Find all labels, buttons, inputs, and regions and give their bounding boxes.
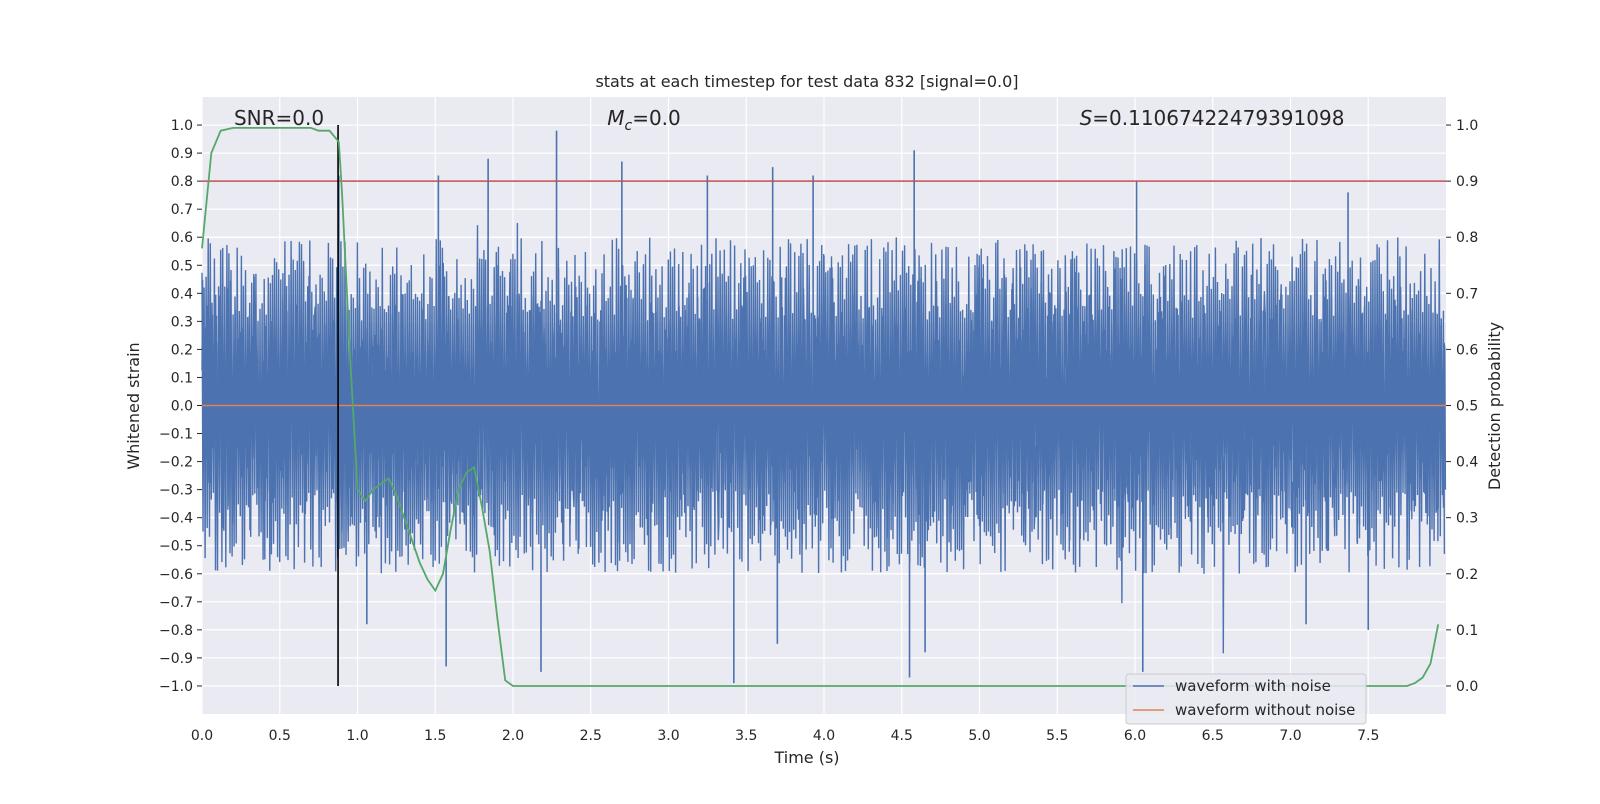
left-y-tick-label: −0.5: [159, 539, 193, 555]
chirp-mass-value: =0.0: [632, 106, 681, 130]
x-tick-label: 6.5: [1202, 728, 1224, 744]
chirp-mass-subscript: c: [624, 118, 632, 134]
waveform-with-noise-dense: [201, 237, 1446, 574]
legend-label-waveform-with-noise: waveform with noise: [1175, 677, 1331, 695]
series-layer: [201, 125, 1446, 687]
x-tick-label: 3.5: [735, 728, 757, 744]
left-y-tick-label: 0.8: [171, 174, 193, 190]
x-tick-label: 0.0: [191, 728, 213, 744]
annotation-chirp-mass: Mc=0.0: [607, 106, 681, 134]
legend-label-waveform-without-noise: waveform without noise: [1175, 701, 1355, 719]
right-y-tick-label: 0.8: [1456, 230, 1478, 246]
left-y-tick-label: 0.1: [171, 370, 193, 386]
chart-title: stats at each timestep for test data 832…: [595, 72, 1018, 91]
x-tick-label: 2.0: [502, 728, 524, 744]
right-y-axis-ticks: 1.0 0.9 0.8 0.7 0.6 0.5 0.4 0.3 0.2 0.1 0.0: [1446, 118, 1478, 695]
right-y-tick-label: 1.0: [1456, 118, 1478, 134]
x-tick-label: 1.0: [346, 728, 368, 744]
waveform-with-noise: [201, 130, 1447, 684]
chirp-mass-symbol: M: [607, 106, 624, 130]
score-symbol: S: [1080, 106, 1093, 130]
annotation-score: S=0.11067422479391098: [1080, 106, 1345, 130]
left-y-tick-label: −0.3: [159, 483, 193, 499]
legend: waveform with noise waveform without noi…: [1125, 673, 1367, 725]
x-axis-label: Time (s): [773, 748, 839, 767]
right-y-tick-label: 0.5: [1456, 399, 1478, 415]
left-y-tick-label: 0.9: [171, 146, 193, 162]
left-y-tick-label: −0.7: [159, 595, 193, 611]
right-y-tick-label: 0.2: [1456, 567, 1478, 583]
left-y-tick-label: −0.8: [159, 623, 193, 639]
x-tick-label: 5.0: [968, 728, 990, 744]
x-tick-label: 7.0: [1279, 728, 1301, 744]
x-tick-label: 7.5: [1357, 728, 1379, 744]
x-tick-label: 6.0: [1124, 728, 1146, 744]
left-y-tick-label: 0.0: [171, 399, 193, 415]
left-y-axis-ticks: 1.0 0.9 0.8 0.7 0.6 0.5 0.4 0.3 0.2 0.1 0.0 −0.1 −0.…: [159, 118, 202, 695]
right-y-tick-label: 0.1: [1456, 623, 1478, 639]
left-y-axis-label: Whitened strain: [124, 342, 143, 469]
score-value: =0.11067422479391098: [1092, 106, 1344, 130]
left-y-tick-label: 0.2: [171, 342, 193, 358]
left-y-tick-label: 0.7: [171, 202, 193, 218]
right-y-tick-label: 0.3: [1456, 511, 1478, 527]
left-y-tick-label: 1.0: [171, 118, 193, 134]
x-tick-label: 1.5: [424, 728, 446, 744]
x-tick-label: 3.0: [657, 728, 679, 744]
right-y-tick-label: 0.6: [1456, 342, 1478, 358]
x-tick-label: 2.5: [580, 728, 602, 744]
x-tick-label: 0.5: [269, 728, 291, 744]
x-tick-label: 5.5: [1046, 728, 1068, 744]
left-y-tick-label: −0.2: [159, 455, 193, 471]
left-y-tick-label: −0.6: [159, 567, 193, 583]
right-y-tick-label: 0.7: [1456, 286, 1478, 302]
left-y-tick-label: −0.9: [159, 651, 193, 667]
x-axis-ticks: 0.0 0.5 1.0 1.5 2.0 2.5 3.0 3.5 4.0 4.5 5.0 5.5 6.0 6…: [191, 728, 1380, 744]
left-y-tick-label: −0.1: [159, 427, 193, 443]
annotation-snr: SNR=0.0: [234, 106, 324, 130]
left-y-tick-label: 0.6: [171, 230, 193, 246]
right-y-tick-label: 0.0: [1456, 679, 1478, 695]
legend-box: [1125, 673, 1367, 725]
x-tick-label: 4.5: [891, 728, 913, 744]
detection-probability-line: [201, 127, 1440, 687]
left-y-tick-label: −0.4: [159, 511, 193, 527]
x-tick-label: 4.0: [813, 728, 835, 744]
left-y-tick-label: 0.4: [171, 286, 193, 302]
left-y-tick-label: −1.0: [159, 679, 193, 695]
left-y-tick-label: 0.5: [171, 258, 193, 274]
right-y-tick-label: 0.9: [1456, 174, 1478, 190]
left-y-tick-label: 0.3: [171, 314, 193, 330]
right-y-tick-label: 0.4: [1456, 455, 1478, 471]
right-y-axis-label: Detection probability: [1485, 322, 1504, 490]
